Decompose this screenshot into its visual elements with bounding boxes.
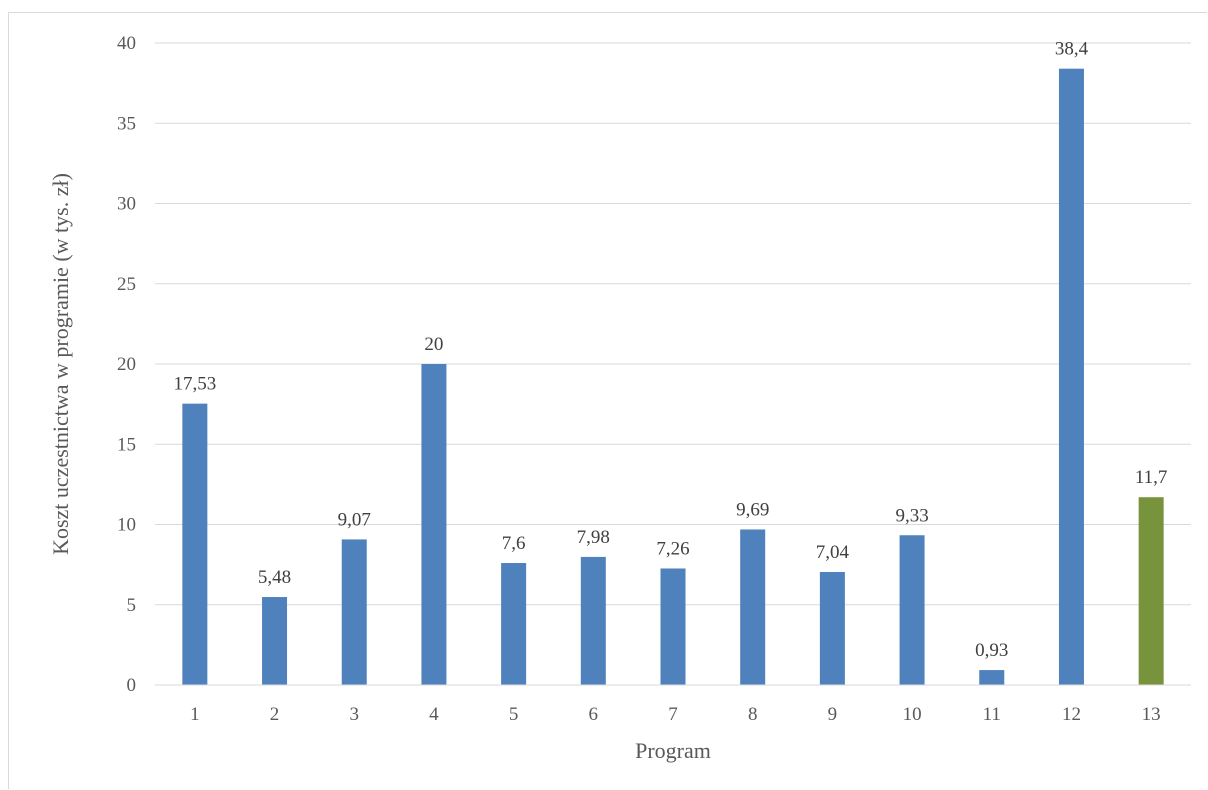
data-label: 0,93	[975, 640, 1008, 661]
x-tick-label: 11	[983, 704, 1001, 725]
data-label: 7,6	[502, 533, 526, 554]
bar	[182, 403, 208, 685]
bar	[580, 556, 606, 685]
y-tick-label: 15	[117, 434, 136, 455]
x-tick-label: 7	[668, 704, 678, 725]
y-tick-label: 35	[117, 113, 136, 134]
y-tick-label: 30	[117, 194, 136, 215]
y-tick-label: 40	[117, 33, 136, 54]
bar	[262, 597, 288, 685]
bar	[979, 670, 1005, 685]
y-tick-label: 5	[127, 595, 137, 616]
bar	[660, 568, 686, 685]
data-labels: 17,53 5,48 9,07 20 7,6 7,98 7,26 9,69 7,04 9,33 0,…	[173, 39, 1167, 661]
bar	[899, 535, 925, 685]
y-tick-label: 25	[117, 274, 136, 295]
bars	[182, 68, 1164, 686]
x-tick-label: 8	[748, 704, 758, 725]
x-tick-label: 13	[1142, 704, 1161, 725]
data-label: 9,07	[338, 509, 371, 530]
bar	[341, 539, 367, 685]
x-axis-title: Program	[635, 738, 711, 763]
data-label: 9,69	[736, 499, 769, 520]
data-label: 9,33	[895, 505, 928, 526]
x-tick-label: 6	[589, 704, 599, 725]
data-label: 7,04	[816, 542, 850, 563]
x-axis-ticks: 1 2 3 4 5 6 7 8 9 10 11 12 13	[190, 704, 1161, 725]
bar	[740, 529, 766, 685]
x-tick-label: 4	[429, 704, 439, 725]
x-tick-label: 3	[349, 704, 359, 725]
data-label: 20	[424, 334, 443, 355]
bar	[1058, 68, 1084, 686]
data-label: 7,26	[656, 538, 689, 559]
y-axis-title: Koszt uczestnictwa w programie (w tys. z…	[48, 173, 73, 555]
bar	[421, 364, 447, 685]
data-label: 11,7	[1135, 467, 1168, 488]
data-label: 5,48	[258, 567, 291, 588]
y-tick-label: 0	[127, 675, 137, 696]
x-tick-label: 12	[1062, 704, 1081, 725]
y-axis-ticks: 0 5 10 15 20 25 30 35 40	[117, 33, 136, 696]
bar	[1138, 497, 1164, 685]
bar	[819, 572, 845, 685]
x-tick-label: 1	[190, 704, 200, 725]
data-label: 7,98	[577, 527, 610, 548]
y-tick-label: 10	[117, 515, 136, 536]
x-tick-label: 5	[509, 704, 519, 725]
data-label: 17,53	[173, 374, 216, 395]
bar	[501, 563, 527, 685]
gridlines	[155, 42, 1191, 606]
x-tick-label: 10	[903, 704, 922, 725]
data-label: 38,4	[1055, 39, 1089, 60]
x-tick-label: 9	[828, 704, 838, 725]
y-tick-label: 20	[117, 354, 136, 375]
chart-frame	[8, 12, 1207, 789]
x-tick-label: 2	[270, 704, 280, 725]
